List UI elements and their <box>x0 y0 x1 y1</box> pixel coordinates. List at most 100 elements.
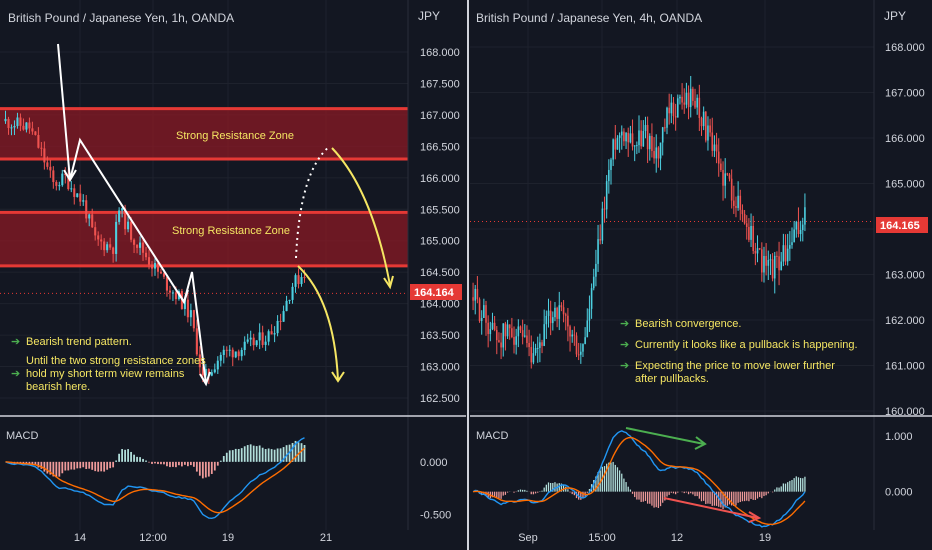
candle-body <box>648 135 651 150</box>
candle-body <box>16 117 19 126</box>
candle-body <box>115 221 118 254</box>
candle-body <box>55 182 58 186</box>
candle-body <box>558 305 561 319</box>
candle-body <box>76 193 79 197</box>
candle-body <box>640 130 642 147</box>
candle-body <box>655 147 658 159</box>
note-text: bearish here. <box>26 381 90 393</box>
candle-body <box>506 324 509 337</box>
candle-body <box>804 207 806 225</box>
candle-body <box>487 322 489 335</box>
y-tick-label: 161.000 <box>885 361 925 373</box>
candle-body <box>627 132 630 143</box>
candle-body <box>590 288 593 309</box>
candle-body <box>476 288 479 300</box>
candle-body <box>156 263 160 272</box>
candle-body <box>22 125 25 130</box>
candle-body <box>696 97 698 108</box>
candle-body <box>623 131 625 142</box>
candle-body <box>261 332 264 345</box>
y-tick-label: 164.000 <box>420 299 460 311</box>
candle-body <box>139 242 142 248</box>
candle-body <box>539 342 541 348</box>
candle-body <box>756 248 759 254</box>
candle-body <box>668 107 670 114</box>
candle-body <box>595 263 597 277</box>
candle-body <box>543 324 545 346</box>
left-currency-label: JPY <box>418 9 440 23</box>
candle-body <box>207 369 210 376</box>
candle-body <box>618 135 621 138</box>
candle-body <box>588 308 591 321</box>
candle-body <box>692 88 694 101</box>
y-tick-label: 162.500 <box>420 393 460 405</box>
candle-body <box>523 335 526 337</box>
candle-body <box>500 342 502 348</box>
candle-body <box>653 151 655 159</box>
zone-label-upper: Strong Resistance Zone <box>176 130 294 142</box>
candle-body <box>571 334 573 337</box>
candle-body <box>240 349 243 357</box>
candle-body <box>252 337 255 346</box>
candle-body <box>793 229 795 243</box>
candle-body <box>743 214 746 224</box>
candle-body <box>709 125 711 133</box>
candle-body <box>711 132 714 151</box>
candle-body <box>651 135 653 152</box>
candle-body <box>144 252 148 258</box>
note-text: hold my short term view remains <box>26 368 185 380</box>
candle-body <box>103 241 106 251</box>
macd-y-tick-label: 1.000 <box>885 431 913 443</box>
candle-body <box>243 341 246 350</box>
projection-arrow <box>297 265 339 381</box>
note-bullet: ➔ <box>620 318 629 330</box>
candle-body <box>109 244 112 248</box>
x-tick-label: 21 <box>320 532 332 544</box>
note-text: Currently it looks like a pullback is ha… <box>635 339 858 351</box>
candle-body <box>183 299 186 309</box>
candle-body <box>702 111 705 127</box>
candle-body <box>237 351 240 357</box>
candle-body <box>130 221 133 240</box>
candle-body <box>231 349 234 358</box>
arrowhead <box>383 275 394 290</box>
candle-body <box>508 324 511 329</box>
y-tick-label: 167.500 <box>420 78 460 90</box>
candle-body <box>767 260 770 266</box>
candle-body <box>625 132 627 142</box>
y-tick-label: 168.000 <box>420 47 460 59</box>
candle-body <box>294 275 297 287</box>
candle-body <box>491 322 494 330</box>
y-tick-label: 163.000 <box>420 362 460 374</box>
candle-body <box>153 263 157 269</box>
candle-body <box>288 299 291 301</box>
y-tick-label: 166.500 <box>420 141 460 153</box>
candle-body <box>276 320 279 334</box>
candle-body <box>799 229 802 235</box>
candle-body <box>769 259 772 261</box>
price-tag-text: 164.165 <box>880 220 920 232</box>
candle-body <box>511 328 513 338</box>
candle-body <box>733 200 735 207</box>
candle-body <box>291 286 294 300</box>
candle-body <box>474 288 477 301</box>
candle-body <box>4 118 7 122</box>
candle-body <box>646 125 649 150</box>
candle-body <box>489 329 492 335</box>
candle-body <box>636 145 638 147</box>
candle-body <box>737 195 739 208</box>
candle-body <box>91 214 94 228</box>
candle-body <box>303 277 306 279</box>
candle-body <box>541 342 543 346</box>
candle-body <box>741 209 744 215</box>
candle-body <box>676 98 679 118</box>
candle-body <box>480 317 483 321</box>
candle-body <box>270 331 273 335</box>
candle-body <box>285 300 288 312</box>
candle-body <box>577 354 580 356</box>
candle-body <box>569 326 571 337</box>
candle-body <box>502 323 505 348</box>
candle-body <box>147 257 151 265</box>
candle-body <box>532 353 535 363</box>
